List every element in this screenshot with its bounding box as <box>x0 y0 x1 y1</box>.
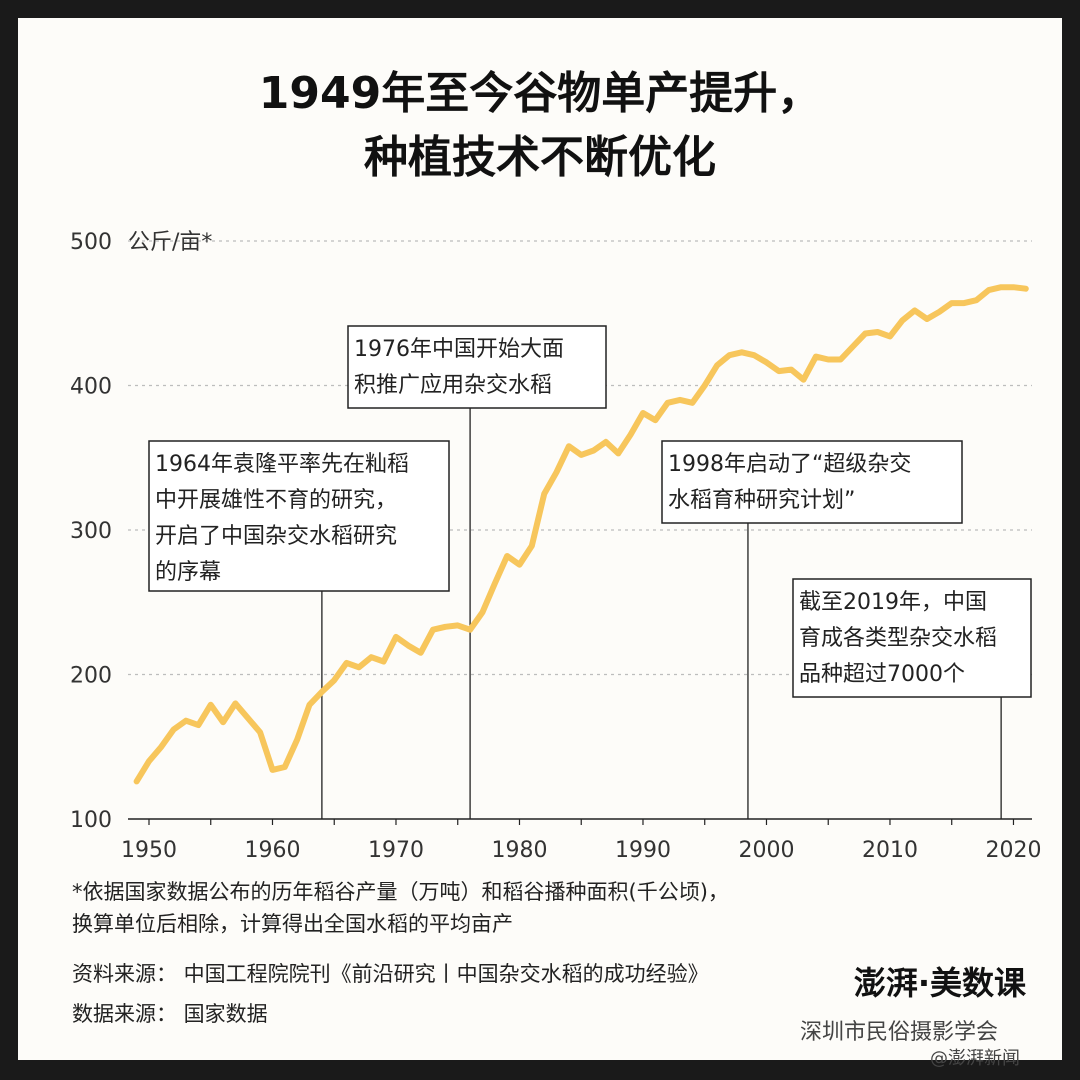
x-tick-label: 1990 <box>615 838 671 863</box>
annotation-text: 的序幕 <box>155 560 221 585</box>
annotation-box <box>347 325 607 409</box>
annotation-text: 开启了中国杂交水稻研究 <box>155 524 397 549</box>
x-tick-label: 2000 <box>738 838 794 863</box>
footnote: *依据国家数据公布的历年稻谷产量（万吨）和稻谷播种面积(千公顷)， 换算单位后相… <box>72 876 729 940</box>
annotation-box <box>148 440 450 592</box>
y-tick-label: 100 <box>70 808 112 833</box>
x-tick-label: 2020 <box>985 838 1041 863</box>
watermark-society: 深圳市民俗摄影学会 <box>800 1020 999 1045</box>
annotation-text: 截至2019年，中国 <box>799 590 987 615</box>
y-tick-label: 200 <box>70 664 112 689</box>
x-tick-label: 1970 <box>368 838 424 863</box>
yield-series-line <box>133 284 1029 785</box>
y-tick-label: 500 <box>70 230 112 255</box>
x-tick-label: 2010 <box>862 838 918 863</box>
annotation-text: 1976年中国开始大面 <box>354 337 564 362</box>
annotation-text: 积推广应用杂交水稻 <box>354 373 552 398</box>
source-reference: 资料来源： 中国工程院院刊《前沿研究丨中国杂交水稻的成功经验》 <box>72 962 709 986</box>
annotation-text: 水稻育种研究计划” <box>668 488 855 513</box>
annotation-text: 中开展雄性不育的研究， <box>155 488 397 513</box>
y-tick-label: 400 <box>70 375 112 400</box>
footnote-line-1: *依据国家数据公布的历年稻谷产量（万吨）和稻谷播种面积(千公顷)， <box>72 880 729 904</box>
watermark-paper: @澎湃新闻 <box>930 1048 1020 1069</box>
x-tick-label: 1950 <box>121 838 177 863</box>
annotation-box <box>661 440 963 524</box>
y-axis-label: 公斤/亩* <box>128 230 212 255</box>
title-line-2: 种植技术不断优化 <box>0 130 1080 186</box>
annotation-text: 品种超过7000个 <box>799 662 965 687</box>
source-data: 数据来源： 国家数据 <box>72 1002 268 1026</box>
footnote-line-2: 换算单位后相除，计算得出全国水稻的平均亩产 <box>72 912 513 936</box>
annotation-box <box>792 578 1032 698</box>
y-tick-label: 300 <box>70 519 112 544</box>
brand-logo: 澎湃·美数课 <box>853 964 1026 1002</box>
title-line-1: 1949年至今谷物单产提升， <box>0 66 1080 122</box>
x-tick-label: 1980 <box>491 838 547 863</box>
annotation-text: 1964年袁隆平率先在籼稻 <box>155 452 409 477</box>
annotation-text: 育成各类型杂交水稻 <box>799 626 997 651</box>
x-tick-label: 1960 <box>244 838 300 863</box>
annotation-text: 1998年启动了“超级杂交 <box>668 452 911 477</box>
